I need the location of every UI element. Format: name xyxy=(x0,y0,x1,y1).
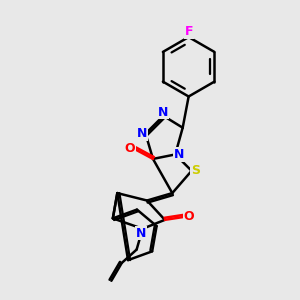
Text: N: N xyxy=(158,106,169,119)
Text: N: N xyxy=(174,148,184,161)
Text: S: S xyxy=(191,164,200,177)
Text: N: N xyxy=(136,227,146,240)
Text: N: N xyxy=(137,127,147,140)
Text: F: F xyxy=(184,25,193,38)
Text: O: O xyxy=(125,142,135,155)
Text: O: O xyxy=(183,210,194,224)
